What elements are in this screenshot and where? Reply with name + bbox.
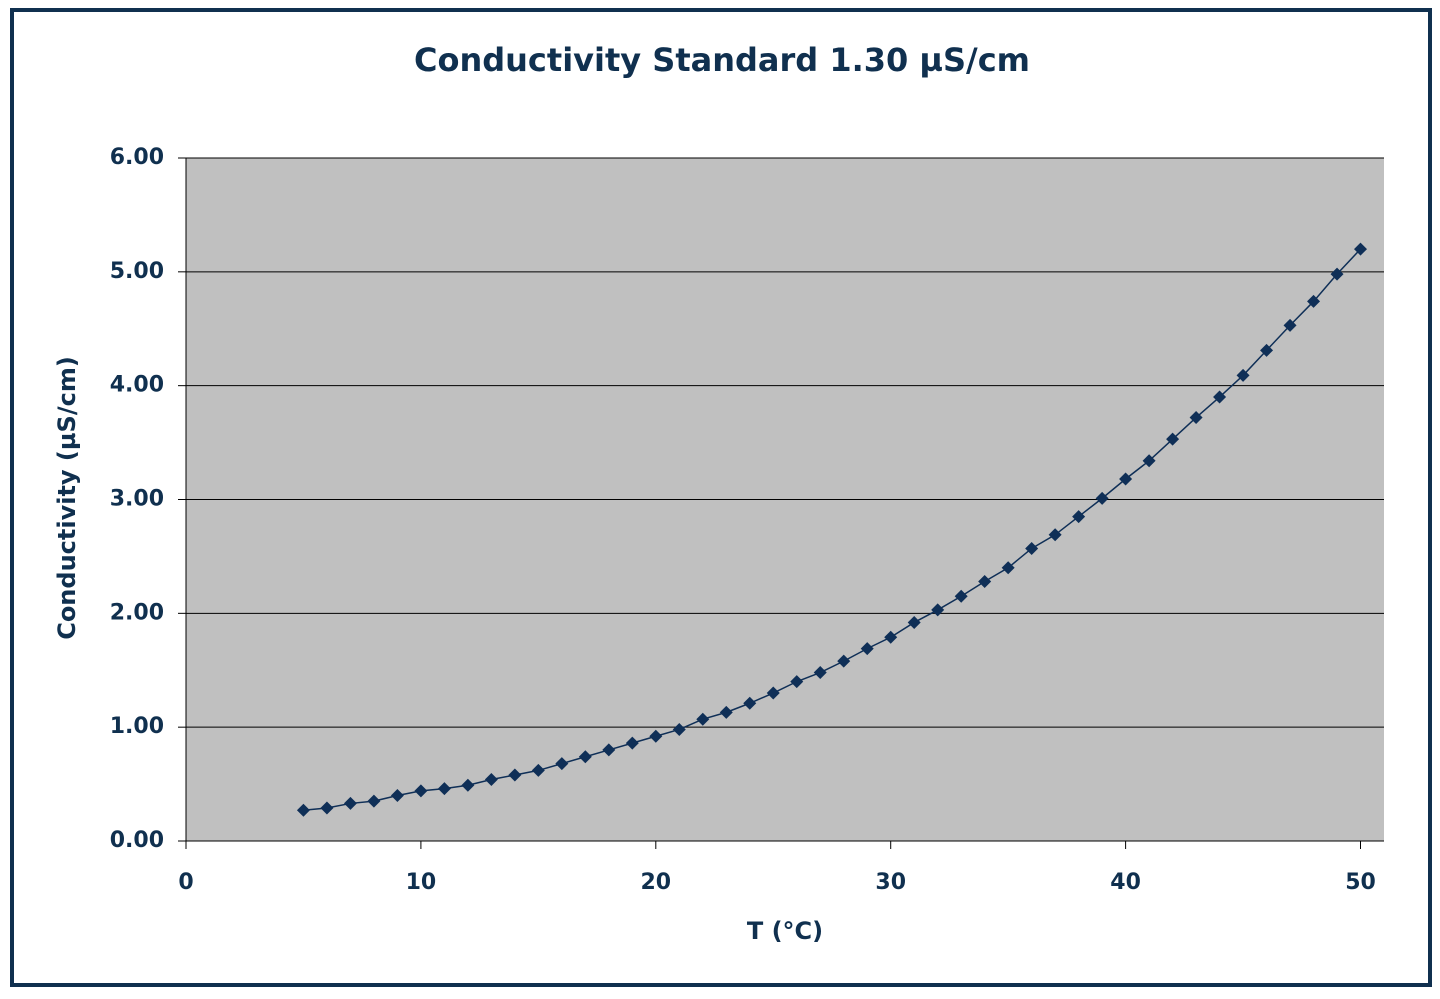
marker xyxy=(1119,472,1133,486)
y-tick-label: 1.00 xyxy=(110,714,164,739)
marker xyxy=(1166,432,1180,446)
marker xyxy=(1048,528,1062,542)
marker xyxy=(696,712,710,726)
y-tick-label: 3.00 xyxy=(110,487,164,512)
marker xyxy=(390,788,404,802)
marker xyxy=(790,675,804,689)
marker xyxy=(719,705,733,719)
marker xyxy=(437,782,451,796)
marker xyxy=(602,743,616,757)
y-tick-label: 6.00 xyxy=(110,145,164,170)
marker xyxy=(508,768,522,782)
x-tick-label: 0 xyxy=(178,870,193,895)
y-tick-label: 5.00 xyxy=(110,259,164,284)
marker xyxy=(860,642,874,656)
marker xyxy=(578,750,592,764)
chart-title: Conduct​ivity Standard 1.30 µS/cm xyxy=(414,41,1030,79)
x-tick-label: 10 xyxy=(406,870,437,895)
marker xyxy=(1236,368,1250,382)
x-tick-label: 40 xyxy=(1110,870,1141,895)
marker xyxy=(343,796,357,810)
marker xyxy=(1354,242,1368,256)
marker xyxy=(625,736,639,750)
marker xyxy=(884,630,898,644)
marker xyxy=(837,654,851,668)
marker xyxy=(649,729,663,743)
marker xyxy=(931,603,945,617)
marker xyxy=(954,589,968,603)
marker xyxy=(1001,561,1015,575)
series-line xyxy=(303,248,1362,812)
marker xyxy=(296,803,310,817)
marker xyxy=(461,778,475,792)
x-axis-title: T (°C) xyxy=(747,917,823,945)
marker xyxy=(1095,491,1109,505)
marker xyxy=(672,722,686,736)
marker xyxy=(743,696,757,710)
marker xyxy=(1142,454,1156,468)
marker xyxy=(978,574,992,588)
marker xyxy=(813,666,827,680)
x-tick-label: 20 xyxy=(640,870,671,895)
marker xyxy=(766,686,780,700)
marker xyxy=(1213,390,1227,404)
marker xyxy=(531,763,545,777)
marker xyxy=(1189,411,1203,425)
marker xyxy=(414,784,428,798)
marker xyxy=(1072,510,1086,524)
marker xyxy=(320,801,334,815)
marker xyxy=(1260,343,1274,357)
marker xyxy=(907,615,921,629)
y-tick-label: 4.00 xyxy=(110,373,164,398)
y-axis-title: Conductivity (µS/cm) xyxy=(53,356,81,640)
y-tick-label: 0.00 xyxy=(110,828,164,853)
marker xyxy=(555,757,569,771)
marker xyxy=(1330,267,1344,281)
marker xyxy=(1283,318,1297,332)
y-tick-label: 2.00 xyxy=(110,600,164,625)
marker xyxy=(1307,294,1321,308)
marker xyxy=(367,794,381,808)
x-tick-label: 50 xyxy=(1345,870,1376,895)
x-tick-label: 30 xyxy=(875,870,906,895)
marker xyxy=(1025,541,1039,555)
marker xyxy=(484,773,498,787)
